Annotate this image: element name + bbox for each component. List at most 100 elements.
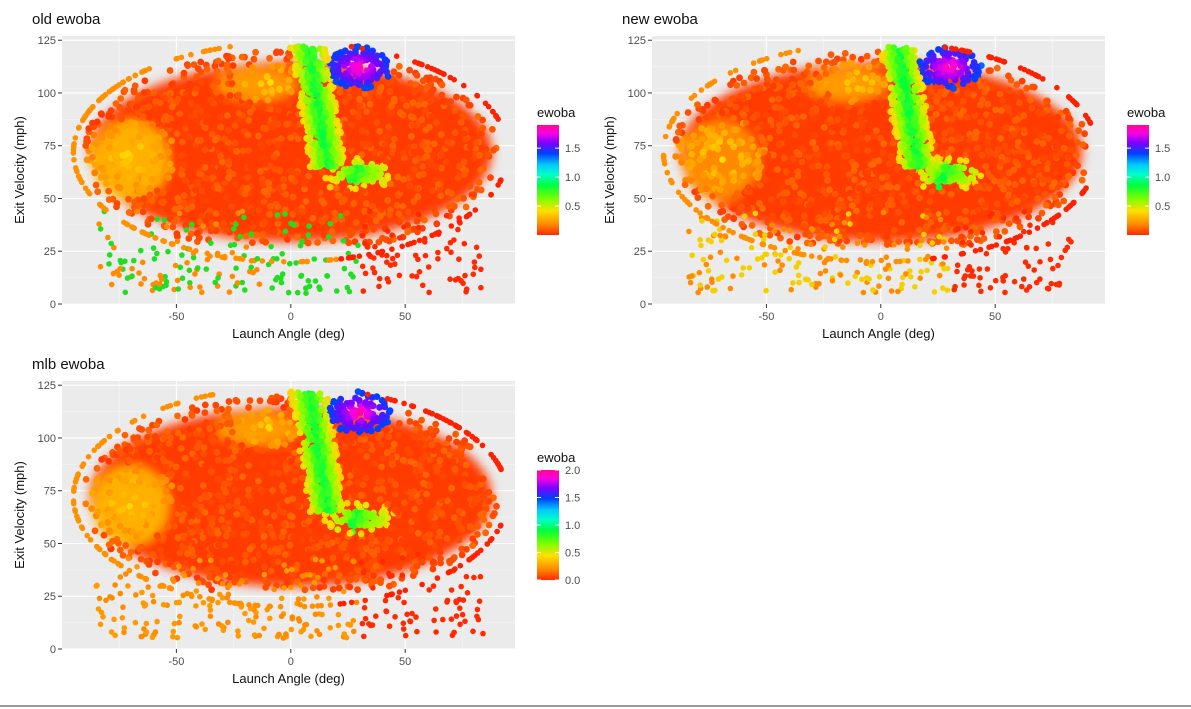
scatter-point (199, 482, 207, 489)
scatter-point (299, 474, 306, 482)
scatter-point (140, 89, 148, 97)
scatter-point (238, 53, 246, 61)
scatter-point (730, 177, 738, 184)
scatter-point (969, 268, 975, 274)
scatter-point (245, 404, 253, 411)
scatter-point (759, 204, 766, 212)
scatter-point (677, 153, 685, 161)
scatter-point (466, 102, 474, 109)
scatter-point (108, 240, 114, 247)
scatter-point (939, 105, 947, 112)
scatter-point (1042, 201, 1050, 209)
scatter-point (274, 62, 282, 70)
scatter-point (181, 416, 189, 423)
scatter-point (763, 55, 770, 62)
scatter-point (99, 166, 107, 174)
scatter-point (1023, 84, 1031, 92)
scatter-point (894, 165, 901, 173)
scatter-point (305, 278, 312, 284)
scatter-point (807, 196, 815, 204)
scatter-point (322, 109, 329, 117)
scatter-point (96, 221, 102, 227)
scatter-point (931, 255, 937, 262)
scatter-point (418, 558, 426, 566)
scatter-point (956, 134, 963, 141)
scatter-point (221, 446, 228, 454)
scatter-point (709, 279, 715, 286)
scatter-point (963, 224, 969, 231)
scatter-point (229, 249, 236, 256)
scatter-point (357, 530, 365, 538)
scatter-point (452, 449, 460, 457)
scatter-point (285, 76, 293, 84)
scatter-point (118, 115, 125, 123)
scatter-point (221, 179, 229, 187)
scatter-point (917, 256, 923, 263)
scatter-point (698, 242, 704, 249)
scatter-point (977, 246, 984, 253)
scatter-point (791, 131, 798, 139)
scatter-point (948, 237, 955, 245)
scatter-point (935, 78, 943, 86)
scatter-point (181, 199, 189, 207)
scatter-point (388, 109, 396, 117)
scatter-point (239, 147, 247, 155)
scatter-point (915, 99, 923, 107)
scatter-point (672, 153, 680, 160)
scatter-point (358, 127, 366, 135)
scatter-point (891, 241, 897, 248)
scatter-point (730, 273, 736, 279)
scatter-point (905, 122, 913, 130)
scatter-point (426, 531, 434, 539)
scatter-point (159, 198, 167, 206)
scatter-point (353, 258, 359, 265)
scatter-point (438, 164, 446, 172)
scatter-point (838, 257, 844, 263)
scatter-point (146, 191, 154, 199)
scatter-point (927, 218, 935, 226)
scatter-point (926, 70, 934, 78)
scatter-point (165, 149, 173, 156)
scatter-point (843, 257, 850, 264)
scatter-point (860, 289, 867, 296)
scatter-point (754, 256, 761, 262)
scatter-point (796, 279, 802, 286)
scatter-point (212, 279, 218, 286)
scatter-point (768, 96, 776, 104)
scatter-point (705, 237, 712, 243)
scatter-point (256, 455, 264, 462)
scatter-point (763, 122, 771, 130)
scatter-point (868, 79, 876, 86)
scatter-point (419, 142, 427, 150)
scatter-point (940, 285, 946, 291)
scatter-point (704, 101, 711, 109)
scatter-point (438, 151, 446, 159)
scatter-point (349, 61, 357, 69)
scatter-point (389, 118, 397, 125)
scatter-point (835, 143, 843, 151)
scatter-point (221, 135, 229, 143)
scatter-point (912, 122, 920, 130)
scatter-point (1045, 176, 1052, 184)
scatter-point (900, 142, 908, 150)
scatter-point (309, 584, 317, 592)
scatter-point (174, 277, 181, 284)
scatter-point (94, 188, 102, 196)
scatter-point (480, 516, 488, 523)
scatter-point (798, 101, 806, 109)
scatter-point (247, 162, 255, 170)
scatter-point (97, 173, 105, 181)
scatter-point (370, 572, 377, 579)
scatter-point (174, 233, 181, 240)
scatter-point (941, 164, 948, 172)
scatter-point (376, 212, 384, 220)
scatter-point (678, 158, 685, 166)
y-tick-label: 100 (628, 88, 646, 100)
scatter-point (125, 195, 132, 203)
scatter-point (139, 208, 147, 216)
scatter-point (916, 194, 923, 202)
scatter-point (785, 216, 793, 224)
scatter-point (144, 148, 152, 156)
scatter-point (978, 288, 984, 295)
scatter-point (96, 97, 102, 104)
